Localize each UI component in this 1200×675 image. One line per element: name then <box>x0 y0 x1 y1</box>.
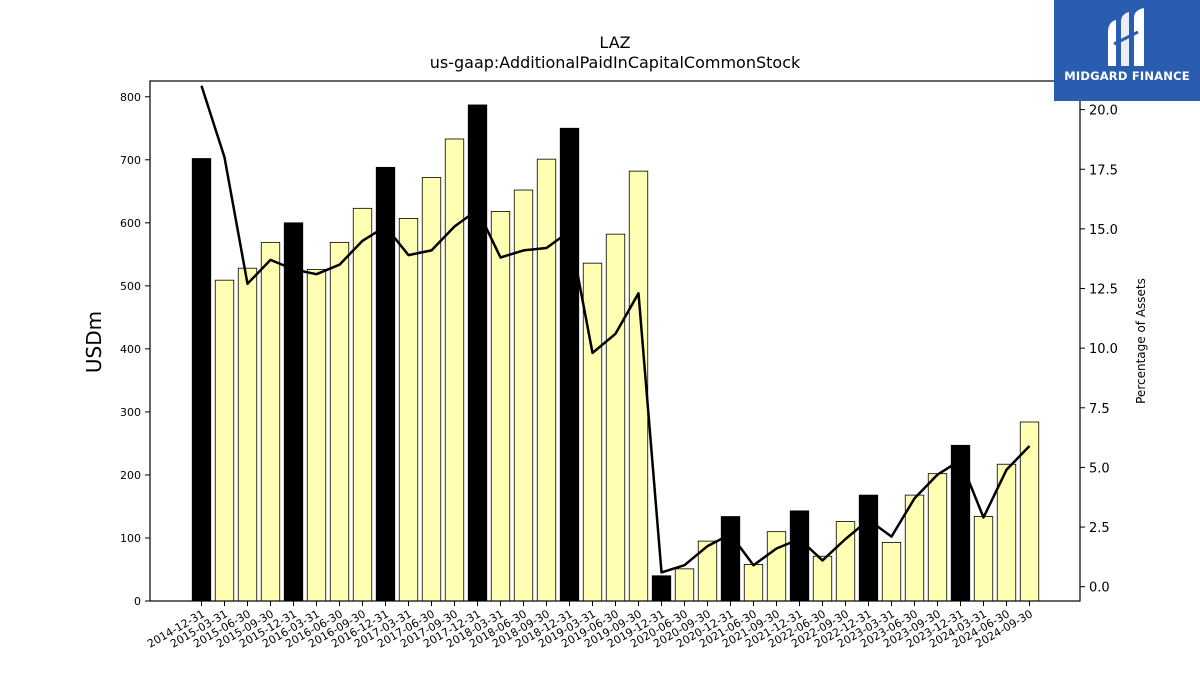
bar <box>721 517 740 601</box>
bar <box>675 569 694 601</box>
bar <box>560 128 579 601</box>
bar <box>537 159 556 601</box>
y-right-tick-label: 7.5 <box>1089 402 1110 417</box>
bar <box>284 223 303 601</box>
bar <box>491 211 510 601</box>
y-right-tick-label: 2.5 <box>1089 521 1110 536</box>
y-tick-label: 500 <box>120 280 141 293</box>
y-right-tick-label: 20.0 <box>1089 104 1118 119</box>
bar <box>307 269 326 601</box>
bar <box>1020 422 1039 601</box>
bar <box>192 159 211 601</box>
y-right-tick-label: 5.0 <box>1089 461 1110 476</box>
y-right-tick-label: 10.0 <box>1089 342 1118 357</box>
bar <box>606 234 625 601</box>
bar <box>215 280 234 601</box>
bar-group <box>192 105 1039 601</box>
bar <box>652 576 671 601</box>
y-right-tick-label: 0.0 <box>1089 581 1110 596</box>
y-axis-label: USDm <box>82 311 106 373</box>
bar <box>859 495 878 601</box>
bar <box>468 105 487 601</box>
brand-name: MIDGARD FINANCE <box>1054 69 1200 83</box>
y-tick-label: 400 <box>120 343 141 356</box>
chart-title: LAZ <box>599 33 630 52</box>
bar <box>330 242 349 601</box>
bar <box>399 218 418 601</box>
y-tick-label: 800 <box>120 91 141 104</box>
y-tick-label: 200 <box>120 469 141 482</box>
bar <box>376 167 395 601</box>
y-tick-label: 100 <box>120 532 141 545</box>
bar <box>238 268 257 601</box>
bar <box>445 139 464 601</box>
bar <box>882 542 901 601</box>
y-tick-label: 700 <box>120 154 141 167</box>
y-right-tick-label: 15.0 <box>1089 223 1118 238</box>
chart-subtitle: us-gaap:AdditionalPaidInCapitalCommonSto… <box>430 53 801 72</box>
bar <box>744 564 763 601</box>
y-right-tick-label: 12.5 <box>1089 283 1118 298</box>
y-tick-label: 0 <box>134 595 141 608</box>
logo-mark-icon <box>1104 8 1150 68</box>
bar <box>353 208 372 601</box>
y-tick-label: 300 <box>120 406 141 419</box>
bar <box>790 511 809 601</box>
bar <box>974 517 993 601</box>
bar <box>261 242 280 601</box>
bar <box>951 445 970 601</box>
bar <box>813 556 832 601</box>
bar <box>422 177 441 601</box>
bar <box>767 532 786 601</box>
brand-logo: MIDGARD FINANCE <box>1054 0 1200 101</box>
y-right-tick-label: 17.5 <box>1089 163 1118 178</box>
y-tick-label: 600 <box>120 217 141 230</box>
y-axis-right-label: Percentage of Assets <box>1134 278 1148 404</box>
bar <box>928 474 947 601</box>
